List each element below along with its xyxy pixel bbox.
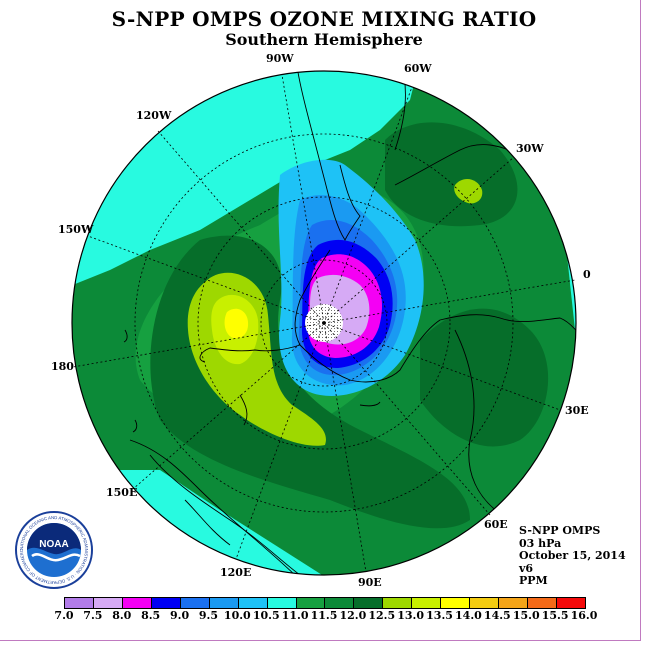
legend-tick-label: 8.0 xyxy=(112,609,132,622)
noaa-logo-text: NOAA xyxy=(39,539,68,550)
legend-swatch xyxy=(412,598,442,608)
chart-title: S-NPP OMPS OZONE MIXING RATIO xyxy=(111,7,537,31)
legend-tick-label: 10.0 xyxy=(223,609,251,622)
lon-label-150w: 150W xyxy=(58,223,94,236)
legend-tick-label: 15.5 xyxy=(541,609,569,622)
legend-swatch xyxy=(296,598,326,608)
legend-swatch xyxy=(122,598,152,608)
legend-tick-label: 7.5 xyxy=(83,609,103,622)
lon-label-150e: 150E xyxy=(106,486,137,499)
info-date: October 15, 2014 xyxy=(519,549,626,562)
lon-label-120w: 120W xyxy=(136,109,172,122)
plot-frame xyxy=(0,0,641,641)
lon-label-180: 180 xyxy=(51,360,74,373)
legend-swatch xyxy=(325,598,355,608)
lon-label-30w: 30W xyxy=(516,142,544,155)
legend-swatch xyxy=(354,598,384,608)
field-12-0-east xyxy=(420,308,549,447)
legend-tick-label: 11.0 xyxy=(281,609,309,622)
legend-tick-label: 13.5 xyxy=(426,609,453,622)
legend-tick-label: 9.5 xyxy=(198,609,218,622)
legend-tick-label: 16.0 xyxy=(570,609,598,622)
map-boundary xyxy=(71,70,577,576)
legend-tick-label: 12.5 xyxy=(368,609,396,622)
graticule xyxy=(72,74,576,573)
legend-swatch xyxy=(151,598,181,608)
lon-label-90e: 90E xyxy=(358,576,382,589)
info-panel: S-NPP OMPS 03 hPa October 15, 2014 v6 PP… xyxy=(519,524,626,588)
field-13-5 xyxy=(224,308,249,339)
legend-swatch xyxy=(238,598,268,608)
legend-swatch xyxy=(209,598,239,608)
info-version: v6 xyxy=(519,561,534,575)
noaa-logo: NOAA NATIONAL OCEANIC AND ATMOSPHERIC AD… xyxy=(14,510,93,589)
coastlines xyxy=(123,71,576,575)
legend-tick-label: 13.0 xyxy=(397,609,425,622)
legend-tick-label: 7.0 xyxy=(54,609,74,622)
legend-swatch xyxy=(93,598,123,608)
field-12-0-north xyxy=(385,122,518,227)
lon-label-90w: 90W xyxy=(266,52,294,65)
legend-tick-label: 9.0 xyxy=(169,609,190,622)
info-units: PPM xyxy=(519,574,548,587)
color-legend-bar xyxy=(64,597,586,609)
legend-swatch xyxy=(180,598,210,608)
legend-tick-label: 14.5 xyxy=(483,609,511,622)
lon-label-60e: 60E xyxy=(484,518,508,531)
legend-tick-label: 10.5 xyxy=(252,609,280,622)
color-legend-labels: 7.0 7.5 8.0 8.5 9.0 9.5 10.0 10.5 11.0 11.5 12.0 12… xyxy=(44,609,604,623)
legend-tick-label: 11.5 xyxy=(310,609,338,622)
info-level: 03 hPa xyxy=(519,536,562,550)
lon-label-120e: 120E xyxy=(220,566,251,579)
chart-subtitle: Southern Hemisphere xyxy=(225,30,423,49)
legend-swatch xyxy=(267,598,297,608)
ozone-field xyxy=(72,71,576,575)
legend-swatch xyxy=(528,598,557,608)
legend-swatch xyxy=(556,598,585,608)
legend-swatch xyxy=(470,598,500,608)
legend-tick-label: 8.5 xyxy=(141,609,161,622)
legend-swatch xyxy=(441,598,471,608)
legend-tick-label: 15.0 xyxy=(512,609,540,622)
legend-tick-label: 12.0 xyxy=(339,609,367,622)
lon-label-60w: 60W xyxy=(404,62,432,75)
info-instrument: S-NPP OMPS xyxy=(519,524,601,537)
legend-swatch xyxy=(499,598,528,608)
legend-swatch xyxy=(65,598,94,608)
legend-tick-label: 14.0 xyxy=(455,609,482,622)
lon-label-0: 0 xyxy=(583,268,591,281)
lon-label-30e: 30E xyxy=(565,404,589,417)
legend-swatch xyxy=(383,598,413,608)
field-12-5-north xyxy=(454,178,483,204)
